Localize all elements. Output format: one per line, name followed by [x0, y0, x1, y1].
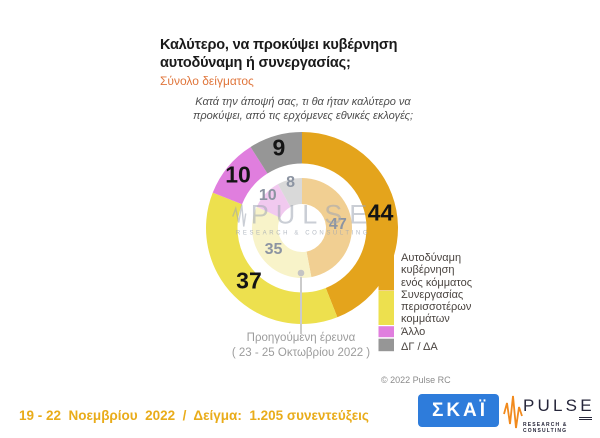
chart-legend: Αυτοδύναμη κυβέρνηση ενός κόμματος Συνεργασ… — [401, 252, 472, 353]
title-block: Καλύτερο, να προκύψει κυβέρνηση αυτοδύνα… — [160, 36, 397, 88]
legend-item-line: Αυτοδύναμη — [401, 252, 462, 264]
skai-logo: ΣΚΑΪ — [418, 394, 499, 427]
legend-item-line: κυβέρνηση — [401, 264, 455, 277]
pulse-waveform-icon — [503, 395, 523, 429]
sample-subtitle: Σύνολο δείγματος — [160, 74, 254, 88]
page-title-line-2: αυτοδύναμη ή συνεργασίας; — [160, 55, 351, 71]
legend-item-1: Συνεργασίας περισσοτέρων κομμάτων — [401, 289, 472, 326]
legend-swatch-2 — [378, 326, 394, 338]
slice-outer-0 — [302, 132, 399, 318]
page-title-line-1: Καλύτερο, να προκύψει κυβέρνηση — [160, 37, 398, 53]
slice-inner-0 — [302, 178, 352, 278]
slice-inner-1 — [252, 206, 312, 278]
pulse-logo-subtext: RESEARCH & CONSULTING — [523, 422, 568, 434]
legend-item-line: ενός κόμματος — [401, 276, 473, 289]
pulse-logo-text: PULSE — [523, 396, 595, 415]
pulse-logo-mark — [579, 416, 592, 421]
legend-item-line: Άλλο — [401, 325, 426, 338]
slice-inner-2 — [256, 184, 291, 218]
previous-survey-label: Προηγούμενη έρευνα — [246, 332, 356, 344]
pulse-logo: PULSE RESEARCH & CONSULTING — [503, 392, 595, 434]
previous-survey-dates: ( 23 - 25 Οκτωβρίου 2022 ) — [231, 347, 371, 359]
skai-logo-text: ΣΚΑΪ — [431, 399, 489, 421]
slice-outer-2 — [212, 146, 268, 205]
previous-survey-note: Προηγούμενη έρευνα ( 23 - 25 Οκτωβρίου 2… — [232, 331, 370, 361]
legend-item-0: Αυτοδύναμη κυβέρνηση ενός κόμματος — [401, 252, 472, 289]
survey-question: Κατά την άποψή σας, τι θα ήταν καλύτερο … — [192, 96, 414, 122]
slice-outer-1 — [205, 192, 338, 324]
legend-item-line: ΔΓ / ΔΑ — [401, 341, 438, 354]
copyright-note: © 2022 Pulse RC — [381, 375, 451, 385]
legend-item-line: Συνεργασίας — [401, 288, 464, 301]
legend-swatch-1 — [378, 291, 394, 325]
slice-inner-3 — [277, 178, 302, 207]
legend-item-line: περισσοτέρων — [401, 301, 472, 314]
legend-swatch-3 — [378, 338, 394, 352]
legend-item-line: κομμάτων — [401, 313, 450, 326]
previous-survey-callout-dot — [297, 269, 305, 277]
legend-item-3: ΔΓ / ΔΑ — [401, 341, 472, 353]
fieldwork-sample-text: 19 - 22 Νοεμβρίου 2022 / Δείγμα: 1.205 σ… — [19, 408, 369, 423]
slice-outer-3 — [250, 132, 302, 174]
legend-item-2: Άλλο — [401, 326, 472, 338]
